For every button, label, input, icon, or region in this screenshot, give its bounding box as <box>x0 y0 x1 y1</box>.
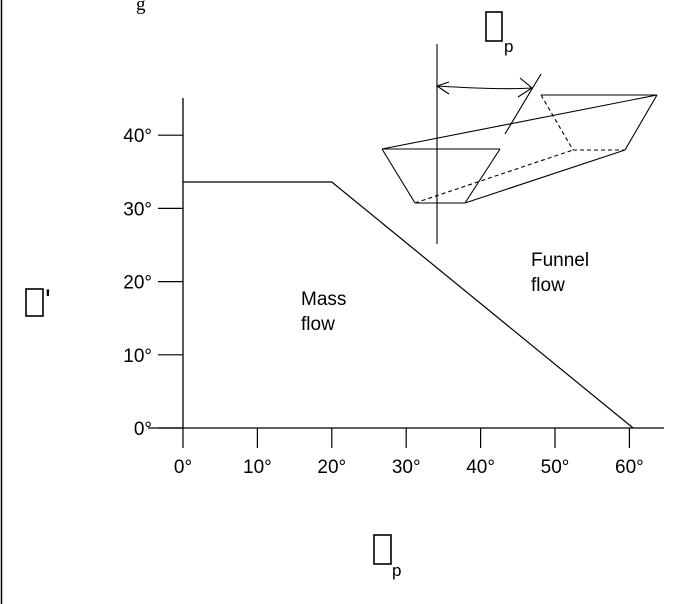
mass-flow-boundary-line <box>183 181 634 429</box>
inset-angle-label: p <box>485 11 513 56</box>
x-axis-label: p <box>373 534 401 580</box>
y-tick-label: 10° <box>123 346 152 367</box>
x-tick-label: 60° <box>615 457 644 478</box>
hopper-back-right-wall <box>624 94 658 151</box>
series-layer <box>183 181 634 429</box>
hopper-diagram <box>381 44 658 244</box>
x-tick-label: 40° <box>466 457 495 478</box>
x-axis-glyph-box <box>373 534 392 565</box>
hopper-hidden-wall <box>540 94 574 151</box>
hopper-front-left-wall <box>381 148 416 204</box>
region-mass-line-2: flow <box>301 314 335 335</box>
region-funnel-line-1: Funnel <box>531 250 589 271</box>
y-axis-label-text: ' <box>45 284 51 317</box>
y-tick-label: 40° <box>123 126 152 147</box>
header-fragment: g <box>136 0 146 15</box>
y-tick-label: 20° <box>123 273 152 294</box>
hopper-top-back-edge <box>381 94 658 150</box>
inset-label-subscript: p <box>504 37 513 56</box>
angle-arc <box>436 85 533 90</box>
angle-arc-arrowhead-right <box>517 77 533 98</box>
x-tick-label: 20° <box>317 457 346 478</box>
region-mass-line-1: Mass <box>301 289 346 310</box>
y-axis-label: ' <box>25 284 51 317</box>
x-tick-label: 50° <box>541 457 570 478</box>
x-tick-label: 30° <box>392 457 421 478</box>
y-tick-label: 30° <box>123 199 152 220</box>
x-tick-label: 10° <box>243 457 272 478</box>
x-axis-ticks: 0° 10° 20° 30° 40° 50° 60° <box>174 428 644 478</box>
y-tick-label: 0° <box>134 419 152 440</box>
x-axis-label-subscript: p <box>392 561 401 580</box>
hopper-wall-line <box>504 73 542 135</box>
region-funnel-line-2: flow <box>531 275 565 296</box>
x-tick-label: 0° <box>174 457 192 478</box>
y-axis-ticks: 0° 10° 20° 30° 40° <box>123 126 183 440</box>
hopper-front-right-wall <box>464 148 501 204</box>
inset-glyph-box <box>485 11 503 42</box>
y-axis-glyph-box <box>25 288 44 317</box>
hopper-outlet-back <box>464 149 626 204</box>
angle-arc-arrowhead-left <box>435 81 450 95</box>
